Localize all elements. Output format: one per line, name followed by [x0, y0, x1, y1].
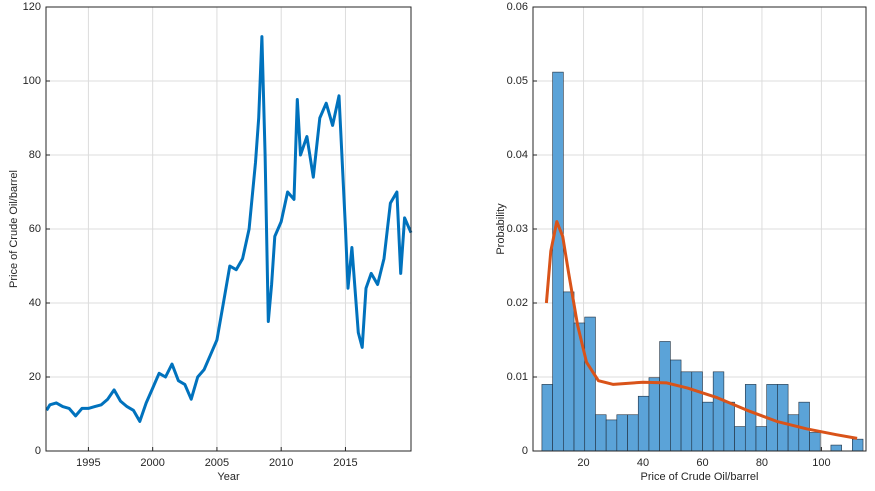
- hist-bar: [712, 371, 725, 452]
- hist-bar: [563, 291, 575, 452]
- x-axis-label: Year: [217, 471, 240, 483]
- x-tick-label: 2015: [333, 457, 357, 469]
- y-tick-label: 0.04: [507, 149, 528, 161]
- hist-bar: [723, 401, 735, 452]
- x-tick-label: 100: [812, 457, 830, 469]
- hist-bar: [627, 414, 639, 452]
- axes-box: [532, 6, 867, 452]
- y-tick-label: 0.02: [507, 297, 528, 309]
- y-tick-label: 0.01: [507, 371, 528, 383]
- hist-bar: [734, 426, 746, 452]
- hist-bar: [852, 438, 864, 452]
- y-tick-label: 0.06: [507, 1, 528, 13]
- hist-bar: [680, 371, 693, 452]
- x-tick-label: 60: [696, 457, 708, 469]
- y-tick-label: 0.05: [507, 75, 528, 87]
- y-tick-label: 0: [522, 445, 528, 457]
- hist-bar: [691, 371, 703, 452]
- y-tick-label: 40: [29, 297, 41, 309]
- hist-bar: [637, 395, 650, 452]
- hist-bar: [659, 341, 671, 452]
- y-axis-label: Price of Crude Oil/barrel: [8, 170, 20, 288]
- x-axis-label: Price of Crude Oil/barrel: [641, 471, 759, 483]
- hist-bar: [595, 414, 607, 452]
- y-tick-label: 100: [23, 75, 41, 87]
- price-line: [45, 35, 413, 423]
- hist-bar: [552, 71, 564, 452]
- hist-bar: [702, 401, 714, 452]
- x-tick-label: 20: [577, 457, 589, 469]
- hist-bar: [787, 414, 800, 452]
- hist-bar: [809, 432, 821, 452]
- hist-bar: [605, 419, 618, 452]
- x-tick-label: 80: [756, 457, 768, 469]
- x-tick-label: 2010: [269, 457, 293, 469]
- hist-bar: [744, 384, 757, 452]
- x-tick-label: 1995: [76, 457, 100, 469]
- hist-bar: [541, 384, 553, 452]
- y-tick-label: 20: [29, 371, 41, 383]
- y-tick-label: 0: [35, 445, 41, 457]
- y-tick-label: 0.03: [507, 223, 528, 235]
- hist-bar: [670, 359, 682, 452]
- hist-bar: [616, 414, 628, 452]
- hist-bar: [584, 316, 596, 452]
- hist-bar: [755, 426, 767, 452]
- hist-bar: [648, 377, 660, 452]
- y-axis-label: Probability: [495, 203, 507, 255]
- hist-bar: [777, 384, 789, 452]
- x-tick-label: 2005: [205, 457, 229, 469]
- axes-box: [45, 6, 412, 452]
- y-tick-label: 80: [29, 149, 41, 161]
- y-tick-label: 60: [29, 223, 41, 235]
- density-curve: [544, 220, 858, 440]
- hist-bar: [830, 444, 842, 452]
- y-tick-label: 120: [23, 1, 41, 13]
- x-tick-label: 2000: [140, 457, 164, 469]
- x-tick-label: 40: [637, 457, 649, 469]
